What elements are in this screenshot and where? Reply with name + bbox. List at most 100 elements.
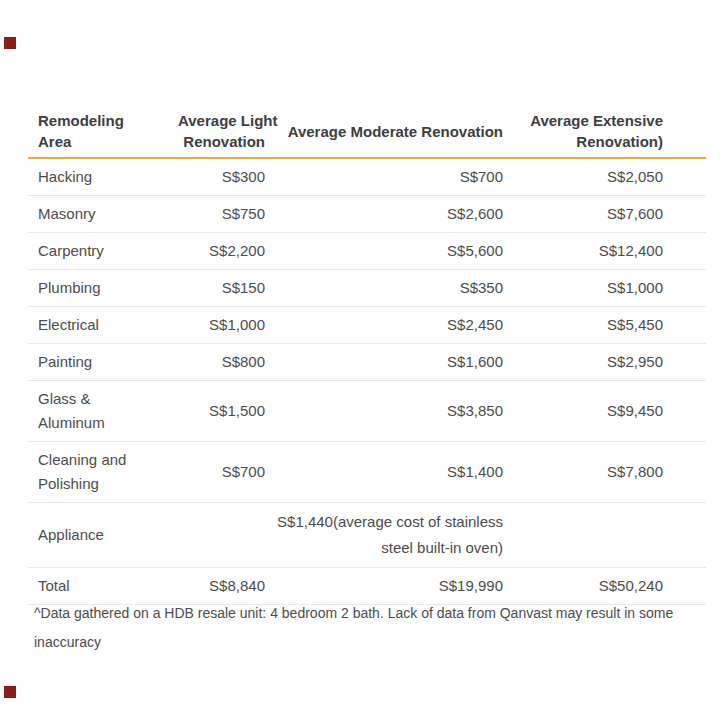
table-row: Carpentry S$2,200 S$5,600 S$12,400 — [28, 233, 706, 270]
cell-light: S$700 — [178, 460, 265, 484]
page: Remodeling Area Average Light Renovation… — [0, 0, 720, 720]
cell-area: Cleaning and Polishing — [28, 448, 178, 496]
cell-text: steel built-in oven) — [178, 535, 503, 561]
cell-extensive: S$1,000 — [503, 276, 706, 300]
cell-area: Carpentry — [28, 239, 178, 263]
cell-extensive: S$12,400 — [503, 239, 706, 263]
header-line: Renovation) — [503, 131, 663, 152]
table-row: Glass & Aluminum S$1,500 S$3,850 S$9,450 — [28, 381, 706, 442]
table-row-appliance: Appliance S$1,440(average cost of stainl… — [28, 503, 706, 568]
cell-light: S$8,840 — [178, 574, 265, 598]
column-header-light-renovation: Average Light Renovation — [178, 110, 265, 152]
footnote-line: ^Data gathered on a HDB resale unit: 4 b… — [34, 599, 673, 628]
cell-text: Total — [38, 577, 70, 594]
cell-text: Plumbing — [38, 279, 101, 296]
cell-area: Painting — [28, 350, 178, 374]
cell-text: S$1,400 — [447, 463, 503, 480]
cell-area: Plumbing — [28, 276, 178, 300]
cell-text: S$12,400 — [599, 242, 663, 259]
cell-text: S$3,850 — [447, 402, 503, 419]
cell-appliance-value: S$1,440(average cost of stainless steel … — [178, 509, 503, 561]
cell-text: S$50,240 — [599, 577, 663, 594]
header-line: Average Extensive — [503, 110, 663, 131]
cell-text: Carpentry — [38, 242, 104, 259]
header-line: Renovation — [178, 131, 265, 152]
cell-text: S$750 — [222, 205, 265, 222]
cell-text: S$150 — [222, 279, 265, 296]
table-row: Hacking S$300 S$700 S$2,050 — [28, 159, 706, 196]
cell-text: Painting — [38, 353, 92, 370]
header-line: Remodeling — [38, 110, 136, 131]
cell-area: Hacking — [28, 165, 178, 189]
cell-moderate: S$1,600 — [265, 350, 503, 374]
cell-moderate: S$1,400 — [265, 460, 503, 484]
cell-text: S$1,440(average cost of stainless — [178, 509, 503, 535]
cell-text: S$2,950 — [607, 353, 663, 370]
table-row: Painting S$800 S$1,600 S$2,950 — [28, 344, 706, 381]
cell-light: S$150 — [178, 276, 265, 300]
cell-light: S$800 — [178, 350, 265, 374]
column-header-remodeling-area: Remodeling Area — [28, 110, 178, 152]
cell-moderate: S$700 — [265, 165, 503, 189]
cell-moderate: S$2,450 — [265, 313, 503, 337]
cell-text: S$1,600 — [447, 353, 503, 370]
footnote: ^Data gathered on a HDB resale unit: 4 b… — [34, 599, 673, 657]
cell-text: S$2,050 — [607, 168, 663, 185]
cell-moderate: S$19,990 — [265, 574, 503, 598]
cell-light: S$300 — [178, 165, 265, 189]
column-header-extensive-renovation: Average Extensive Renovation) — [503, 110, 706, 152]
cell-text: S$700 — [460, 168, 503, 185]
cell-text: S$1,000 — [607, 279, 663, 296]
cell-text: S$9,450 — [607, 402, 663, 419]
cell-area: Electrical — [28, 313, 178, 337]
renovation-cost-table: Remodeling Area Average Light Renovation… — [28, 105, 706, 605]
corner-marker-top — [4, 37, 16, 49]
table-row: Masonry S$750 S$2,600 S$7,600 — [28, 196, 706, 233]
cell-area: Masonry — [28, 202, 178, 226]
cell-light: S$1,500 — [178, 399, 265, 423]
cell-text: S$8,840 — [209, 577, 265, 594]
column-header-moderate-renovation: Average Moderate Renovation — [265, 121, 503, 142]
cell-text: S$700 — [222, 463, 265, 480]
cell-extensive: S$2,050 — [503, 165, 706, 189]
cell-extensive: S$7,600 — [503, 202, 706, 226]
corner-marker-bottom — [4, 686, 16, 698]
cell-text: S$2,600 — [447, 205, 503, 222]
cell-text: S$350 — [460, 279, 503, 296]
table-body: Hacking S$300 S$700 S$2,050 Masonry S$750 S$2,… — [28, 159, 706, 503]
cell-area: Total — [28, 574, 178, 598]
cell-text: Cleaning and Polishing — [38, 451, 126, 492]
table-row: Cleaning and Polishing S$700 S$1,400S$7,80… — [28, 442, 706, 503]
cell-light: S$1,000 — [178, 313, 265, 337]
cell-text: S$1,000 — [209, 316, 265, 333]
cell-text: Glass & Aluminum — [38, 390, 105, 431]
cell-moderate: S$3,850 — [265, 399, 503, 423]
cell-light: S$750 — [178, 202, 265, 226]
header-line: Average Light — [178, 110, 265, 131]
cell-text: S$19,990 — [439, 577, 503, 594]
table-row: Electrical S$1,000S$2,450 S$5,450 — [28, 307, 706, 344]
cell-extensive: S$7,800 — [503, 460, 706, 484]
cell-moderate: S$350 — [265, 276, 503, 300]
cell-text: S$7,600 — [607, 205, 663, 222]
footnote-line: inaccuracy — [34, 628, 673, 657]
table-row: Plumbing S$150 S$350 S$1,000 — [28, 270, 706, 307]
cell-text: Appliance — [38, 526, 104, 543]
cell-text: S$300 — [222, 168, 265, 185]
cell-text: S$2,200 — [209, 242, 265, 259]
header-line: Area — [38, 131, 136, 152]
cell-extensive: S$50,240 — [503, 574, 706, 598]
cell-area: Glass & Aluminum — [28, 387, 178, 435]
header-line: Average Moderate Renovation — [265, 121, 503, 142]
cell-text: S$1,500 — [209, 402, 265, 419]
cell-text: Hacking — [38, 168, 92, 185]
cell-extensive: S$9,450 — [503, 399, 706, 423]
cell-area: Appliance — [28, 523, 178, 547]
cell-extensive: S$5,450 — [503, 313, 706, 337]
cell-text: S$800 — [222, 353, 265, 370]
cell-text: S$5,600 — [447, 242, 503, 259]
cell-text: S$5,450 — [607, 316, 663, 333]
cell-text: Masonry — [38, 205, 96, 222]
cell-extensive: S$2,950 — [503, 350, 706, 374]
table-header-row: Remodeling Area Average Light Renovation… — [28, 105, 706, 159]
